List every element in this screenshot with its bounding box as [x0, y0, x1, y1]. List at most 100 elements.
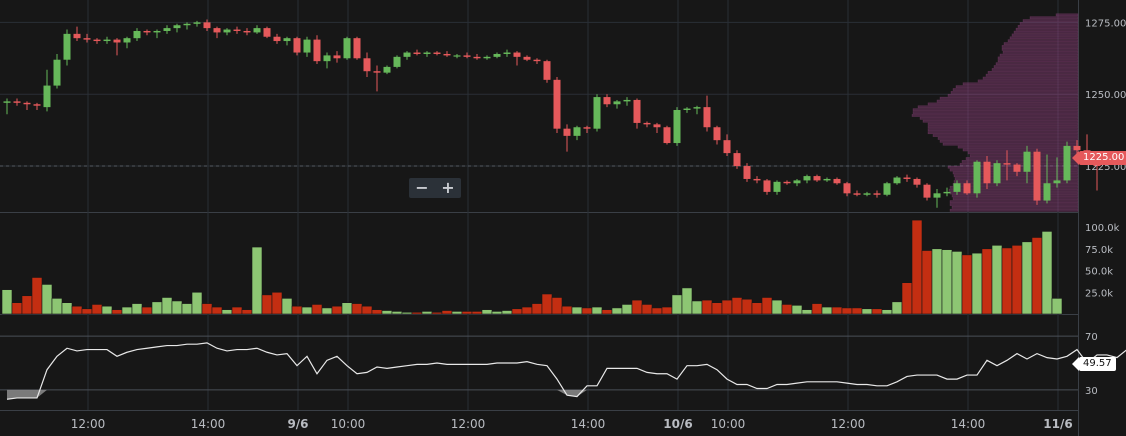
candle-body	[713, 127, 721, 141]
candle	[303, 36, 311, 57]
x-tick-label: 12:00	[71, 417, 106, 431]
candle-body	[43, 85, 51, 108]
volume-tick-label: 25.0k	[1085, 288, 1113, 299]
x-tick-label: 14:00	[191, 417, 226, 431]
price-tick-label: 1275.00	[1085, 18, 1126, 29]
volume-bar	[641, 304, 653, 315]
volume-bar	[831, 306, 843, 315]
volume-bar	[11, 302, 23, 315]
volume-bar	[211, 306, 223, 315]
candle-body	[483, 56, 491, 59]
profile-bar	[912, 111, 1079, 114]
profile-bar	[927, 128, 1079, 132]
profile-bar	[949, 208, 1079, 212]
volume-bar	[591, 306, 603, 315]
candle-body	[993, 163, 1001, 184]
volume-bar	[281, 298, 293, 315]
candle-body	[313, 39, 321, 62]
candle-body	[123, 38, 131, 43]
volume-bar	[731, 297, 743, 315]
candle	[513, 51, 521, 66]
volume-bar	[141, 306, 153, 315]
volume-bar	[1051, 298, 1063, 315]
volume-bar	[231, 306, 243, 315]
candle-body	[213, 28, 221, 33]
profile-bar	[997, 56, 1079, 60]
candle	[733, 150, 741, 169]
candle-body	[603, 97, 611, 105]
grid	[0, 0, 1079, 436]
profile-bar	[949, 185, 1079, 189]
volume-bar	[711, 302, 723, 315]
volume-bar	[21, 295, 33, 315]
profile-bar	[997, 59, 1079, 63]
profile-bar	[1019, 22, 1079, 25]
candle	[213, 26, 221, 39]
candle	[1063, 141, 1071, 184]
volume-bar	[121, 306, 133, 315]
volume-bar	[941, 249, 953, 315]
x-tick-label: 12:00	[831, 417, 866, 431]
profile-bar	[1017, 24, 1079, 28]
candle	[273, 33, 281, 44]
candle-body	[333, 55, 341, 59]
zoom-out-button[interactable]: −	[415, 178, 429, 197]
volume-bar	[411, 311, 423, 315]
volume-bar	[1041, 231, 1053, 315]
candle-body	[973, 161, 981, 194]
candle	[553, 76, 561, 133]
candle	[1023, 145, 1031, 184]
candle-body	[1033, 151, 1041, 201]
volume-bar	[871, 308, 883, 315]
x-tick-label: 14:00	[951, 417, 986, 431]
axes: 12:00 14:00 9/6 10:00 12:00 14:00 10/6 10:00 12:…	[71, 18, 1126, 431]
candle-body	[13, 101, 21, 103]
candle-body	[323, 55, 331, 62]
candle-body	[893, 177, 901, 184]
profile-bar	[1055, 13, 1079, 17]
volume-bar	[131, 303, 143, 315]
candle	[563, 124, 571, 152]
profile-bar	[939, 139, 1079, 143]
volume-bar	[961, 254, 973, 315]
volume-bar	[431, 311, 443, 315]
x-tick-label: 9/6	[287, 417, 308, 431]
zoom-in-button[interactable]: +	[441, 178, 455, 197]
candle	[353, 36, 361, 60]
profile-bar	[952, 183, 1079, 186]
candlesticks	[3, 19, 1101, 208]
profile-bar	[949, 200, 1079, 204]
candle	[753, 176, 761, 184]
volume-bar	[371, 309, 383, 315]
candle	[543, 59, 551, 83]
price-tick-label: 1225.00	[1085, 162, 1126, 173]
candle	[633, 98, 641, 129]
profile-bar	[962, 82, 1079, 86]
candle-body	[623, 99, 631, 102]
profile-bar	[950, 91, 1079, 94]
volume-bar	[1001, 247, 1013, 315]
candle	[53, 53, 61, 89]
candle-body	[423, 52, 431, 54]
volume-bars	[1, 219, 1063, 315]
volume-bar	[201, 303, 213, 315]
volume-bar	[541, 293, 553, 315]
volume-bar	[681, 287, 693, 315]
candle-body	[23, 102, 31, 105]
candle-body	[733, 153, 741, 167]
volume-bar	[91, 304, 103, 315]
volume-bar	[271, 291, 283, 315]
profile-bar	[942, 142, 1079, 146]
candle-body	[133, 30, 141, 39]
candle-body	[773, 181, 781, 192]
volume-bar	[661, 306, 673, 315]
candle-body	[1003, 163, 1011, 165]
candle-body	[833, 178, 841, 184]
candle-body	[503, 52, 511, 54]
x-tick-label: 10:00	[711, 417, 746, 431]
candle	[743, 163, 751, 182]
profile-bar	[1007, 39, 1079, 43]
profile-bar	[911, 114, 1079, 117]
candle	[433, 51, 441, 56]
profile-bar	[927, 102, 1079, 106]
